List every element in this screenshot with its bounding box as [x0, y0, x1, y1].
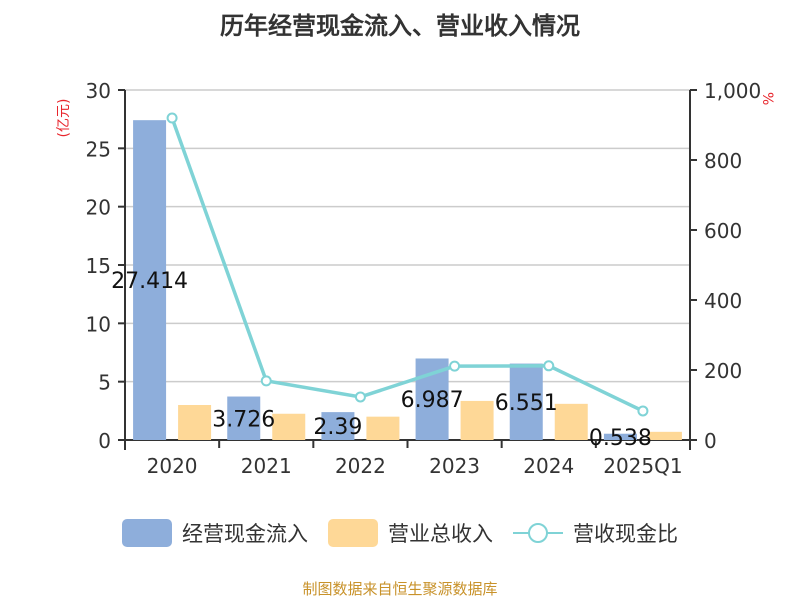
bar-cash-inflow[interactable] — [321, 412, 355, 440]
left-tick-label: 15 — [86, 254, 111, 278]
left-tick-label: 0 — [98, 429, 111, 453]
bar-value-label: 0.538 — [589, 426, 652, 451]
left-tick-label: 25 — [86, 137, 111, 161]
bar-cash-inflow[interactable] — [603, 433, 637, 440]
x-tick-label: 2025Q1 — [603, 454, 682, 478]
left-tick-label: 5 — [98, 371, 111, 395]
legend-label: 经营现金流入 — [182, 522, 308, 546]
x-tick-label: 2023 — [429, 454, 480, 478]
ratio-line — [170, 117, 644, 413]
right-tick-label: 600 — [704, 219, 742, 243]
chart-title: 历年经营现金流入、营业收入情况 — [220, 12, 580, 40]
right-tick-label: 0 — [704, 429, 717, 453]
x-tick-label: 2022 — [335, 454, 386, 478]
bar-cash-inflow[interactable] — [509, 363, 543, 440]
bar-cash-inflow[interactable] — [133, 120, 167, 441]
bar-revenue[interactable] — [460, 400, 494, 440]
right-tick-label: 400 — [704, 289, 742, 313]
right-tick-label: 1,000 — [704, 79, 761, 103]
left-axis-unit: (亿元) — [56, 99, 72, 138]
bar-value-label: 6.987 — [401, 388, 464, 413]
legend-item-ratio[interactable]: 营收现金比 — [513, 518, 678, 548]
ratio-point[interactable] — [166, 112, 178, 124]
bar-value-label: 2.39 — [313, 415, 362, 440]
source-note: 制图数据来自恒生聚源数据库 — [302, 580, 498, 598]
ratio-point[interactable] — [260, 375, 272, 387]
right-tick-label: 200 — [704, 359, 742, 383]
legend-label: 营业总收入 — [388, 522, 493, 546]
bar-revenue[interactable] — [554, 403, 588, 440]
cash-inflow-swatch-icon — [122, 519, 172, 547]
bar-value-label: 27.414 — [111, 269, 188, 294]
left-tick-label: 20 — [86, 196, 111, 220]
bar-value-label: 6.551 — [495, 391, 558, 416]
bar-cash-inflow[interactable] — [227, 396, 261, 440]
x-tick-label: 2020 — [147, 454, 198, 478]
legend-label: 营收现金比 — [573, 522, 678, 546]
legend: 经营现金流入 营业总收入 营收现金比 — [0, 518, 800, 548]
x-tick-label: 2024 — [523, 454, 574, 478]
legend-item-revenue[interactable]: 营业总收入 — [328, 518, 493, 548]
revenue-swatch-icon — [328, 519, 378, 547]
x-tick-label: 2021 — [241, 454, 292, 478]
left-tick-label: 30 — [86, 79, 111, 103]
legend-item-cash-inflow[interactable]: 经营现金流入 — [122, 518, 308, 548]
ratio-point[interactable] — [637, 405, 649, 417]
bar-revenue[interactable] — [648, 431, 682, 440]
right-tick-label: 800 — [704, 149, 742, 173]
right-axis-unit: % — [759, 92, 775, 105]
ratio-point[interactable] — [449, 360, 461, 372]
bar-revenue[interactable] — [272, 413, 306, 440]
line-circle-marker-icon — [513, 523, 563, 543]
bar-revenue[interactable] — [366, 416, 400, 440]
ratio-point[interactable] — [543, 360, 555, 372]
bar-value-label: 3.726 — [212, 407, 275, 432]
ratio-point[interactable] — [354, 391, 366, 403]
left-tick-label: 10 — [86, 312, 111, 336]
bar-revenue[interactable] — [178, 405, 212, 440]
